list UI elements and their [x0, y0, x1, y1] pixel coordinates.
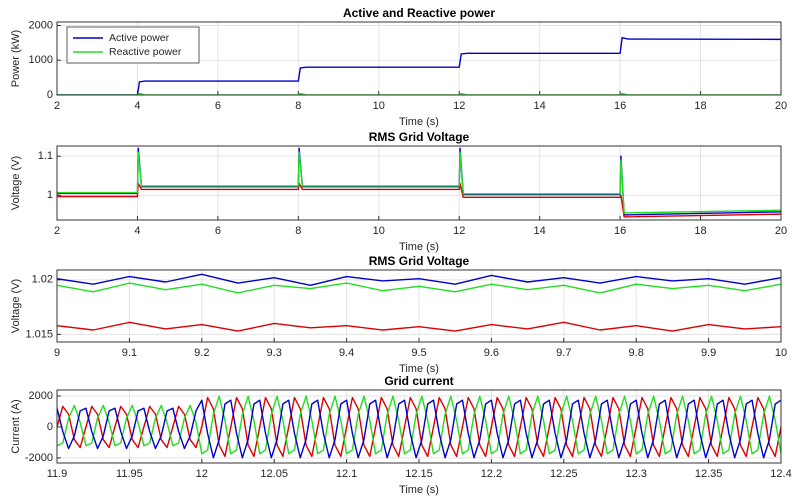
series-line	[57, 395, 781, 455]
y-tick-label: 1.015	[25, 328, 53, 340]
y-tick-label: -2000	[25, 452, 53, 464]
x-tick-label: 12.25	[550, 468, 578, 480]
x-tick-label: 9.4	[339, 347, 354, 359]
x-tick-label: 11.9	[47, 468, 68, 480]
x-tick-label: 9.6	[484, 347, 499, 359]
x-tick-label: 11.95	[116, 468, 143, 480]
series-line	[57, 92, 781, 95]
y-tick-label: 0	[47, 89, 53, 101]
x-tick-label: 9.9	[701, 347, 716, 359]
series-line	[57, 182, 781, 218]
x-tick-label: 12.05	[260, 468, 288, 480]
y-tick-label: 2000	[29, 390, 53, 402]
x-tick-label: 9.5	[411, 347, 426, 359]
x-tick-label: 9.7	[556, 347, 571, 359]
y-axis-label: Voltage (V)	[10, 156, 22, 210]
axes-box	[56, 145, 782, 221]
axes-box	[56, 389, 782, 464]
x-tick-label: 16	[614, 100, 626, 112]
x-axis-label: Time (s)	[399, 241, 439, 253]
x-tick-label: 6	[215, 225, 221, 237]
x-tick-label: 16	[614, 225, 626, 237]
x-tick-label: 12.4	[770, 468, 791, 480]
x-tick-label: 9.3	[267, 347, 282, 359]
x-tick-label: 12	[453, 100, 465, 112]
x-tick-label: 14	[534, 100, 546, 112]
x-tick-label: 9	[54, 347, 60, 359]
legend-box	[66, 26, 200, 64]
x-tick-label: 2	[54, 100, 60, 112]
x-tick-label: 12.3	[625, 468, 646, 480]
x-tick-label: 4	[134, 100, 140, 112]
x-tick-label: 12.35	[695, 468, 723, 480]
x-tick-label: 4	[134, 225, 140, 237]
chart-title: RMS Grid Voltage	[369, 254, 470, 268]
y-tick-label: 2000	[29, 19, 53, 31]
series-line	[57, 399, 781, 459]
x-tick-label: 2	[54, 225, 60, 237]
y-tick-label: 1000	[29, 54, 53, 66]
x-tick-label: 9.8	[629, 347, 644, 359]
x-axis-label: Time (s)	[399, 363, 439, 375]
x-tick-label: 12.2	[481, 468, 502, 480]
y-axis-label: Power (kW)	[10, 30, 22, 87]
chart-title: Active and Reactive power	[343, 6, 495, 20]
plot-area	[57, 146, 781, 220]
x-axis-label: Time (s)	[399, 116, 439, 128]
x-tick-label: 18	[694, 225, 706, 237]
x-tick-label: 14	[534, 225, 546, 237]
x-axis-label: Time (s)	[399, 484, 439, 496]
series-line	[57, 396, 781, 458]
x-tick-label: 12	[196, 468, 208, 480]
axes-box	[56, 269, 782, 343]
x-tick-label: 20	[775, 225, 787, 237]
x-tick-label: 10	[373, 100, 385, 112]
series-line	[57, 321, 781, 332]
y-tick-label: 0	[47, 421, 53, 433]
x-tick-label: 8	[295, 100, 301, 112]
axes-box	[56, 21, 782, 96]
x-tick-label: 12.15	[405, 468, 433, 480]
x-tick-label: 20	[775, 100, 787, 112]
legend-label: Active power	[109, 32, 170, 44]
x-tick-label: 8	[295, 225, 301, 237]
x-tick-label: 12	[453, 225, 465, 237]
y-tick-label: 1.02	[32, 274, 53, 286]
x-tick-label: 10	[373, 225, 385, 237]
x-tick-label: 12.1	[336, 468, 357, 480]
x-tick-label: 10	[775, 347, 787, 359]
x-tick-label: 6	[215, 100, 221, 112]
x-tick-label: 9.2	[194, 347, 209, 359]
series-line	[57, 36, 781, 95]
chart-title: RMS Grid Voltage	[369, 130, 470, 144]
y-axis-label: Voltage (V)	[10, 279, 22, 333]
chart-title: Grid current	[384, 374, 453, 388]
x-tick-label: 18	[694, 100, 706, 112]
series-line	[57, 151, 781, 214]
y-tick-label: 1.1	[38, 150, 53, 162]
y-tick-label: 1	[47, 189, 53, 201]
y-axis-label: Current (A)	[10, 399, 22, 453]
series-line	[57, 282, 781, 294]
legend-label: Reactive power	[109, 46, 182, 58]
series-line	[57, 273, 781, 286]
x-tick-label: 9.1	[122, 347, 137, 359]
